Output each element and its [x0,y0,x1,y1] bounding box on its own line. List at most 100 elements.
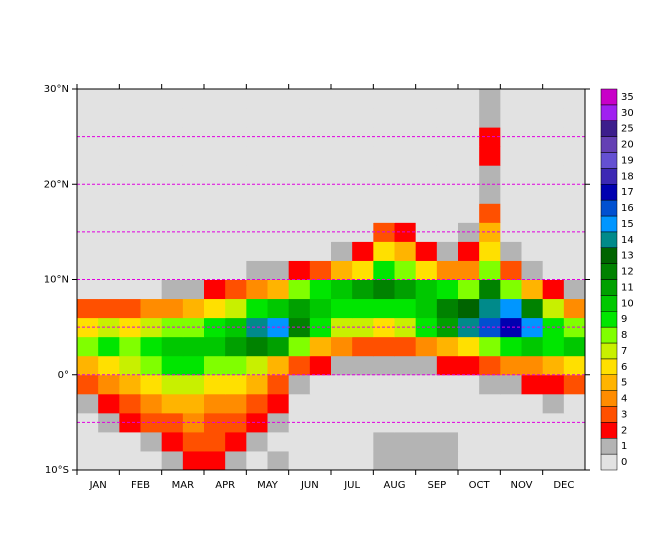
cell [182,431,205,452]
cell [309,222,332,242]
cell [458,146,480,166]
cell [98,393,120,414]
cell [161,450,184,471]
cell [563,260,586,280]
cell [204,241,226,261]
cell [98,431,120,452]
cell [542,374,565,395]
cell [246,298,268,319]
colorbar-label: 8 [621,330,627,341]
cell [436,431,459,452]
colorbar-label: 18 [621,171,634,182]
cell [161,393,184,414]
cell [182,450,205,471]
cell [140,165,163,185]
cell [204,374,226,395]
cell [77,203,99,223]
cell [98,279,120,300]
cell [436,355,459,376]
colorbar-box [600,358,618,375]
cell [563,184,586,204]
colorbar-box [600,88,618,106]
cell [119,450,141,471]
cell [415,127,438,147]
cell [331,393,353,414]
cell [140,203,163,223]
cell [288,260,311,280]
cell [182,298,205,319]
cell [415,184,438,204]
cell [394,374,417,395]
cell [225,374,247,395]
cell [542,450,565,471]
x-tick-label: MAR [172,480,194,491]
cell [309,241,332,261]
cell [500,450,522,471]
cell [140,108,163,128]
cell [331,108,353,128]
cell [479,89,501,109]
colorbar-label: 19 [621,155,634,166]
cell [246,146,268,166]
cell [542,165,565,185]
cell [161,431,184,452]
cell [394,431,417,452]
cell [98,241,120,261]
cell [352,184,374,204]
colorbar-label: 16 [621,203,634,214]
y-tick-label: 20°N [44,179,69,190]
cell [500,260,522,280]
cell [415,146,438,166]
cell [119,317,141,338]
x-tick-label: JUN [300,480,319,491]
colorbar-box [600,247,618,264]
cell [458,431,480,452]
cell [140,393,163,414]
cell [288,146,311,166]
cell [479,184,501,204]
cell [204,184,226,204]
cell [500,298,522,319]
cell [394,336,417,357]
cell [373,184,395,204]
cell [373,260,395,280]
cell [331,165,353,185]
cell [140,279,163,300]
y-tick-label: 30°N [44,84,69,95]
cell [415,89,438,109]
cell [309,184,332,204]
cell [563,279,586,300]
cell [161,374,184,395]
cell [436,165,459,185]
cell [77,241,99,261]
cell [119,203,141,223]
cell [352,355,374,376]
cell [119,165,141,185]
cell [521,431,544,452]
cell [140,336,163,357]
cell [352,203,374,223]
colorbar-label: 5 [621,378,627,389]
cell [436,374,459,395]
cell [267,450,290,471]
cell [373,431,395,452]
cell [140,241,163,261]
cell [309,165,332,185]
cell [119,146,141,166]
cell [436,336,459,357]
cell [394,355,417,376]
cell [309,336,332,357]
cell [98,203,120,223]
cell [542,241,565,261]
cell [436,146,459,166]
cell [77,431,99,452]
cell [479,450,501,471]
cell [309,393,332,414]
cell [373,374,395,395]
cell [563,165,586,185]
cell [352,431,374,452]
cell [436,108,459,128]
colorbar-label: 6 [621,362,627,373]
cell [500,203,522,223]
cell [182,108,205,128]
